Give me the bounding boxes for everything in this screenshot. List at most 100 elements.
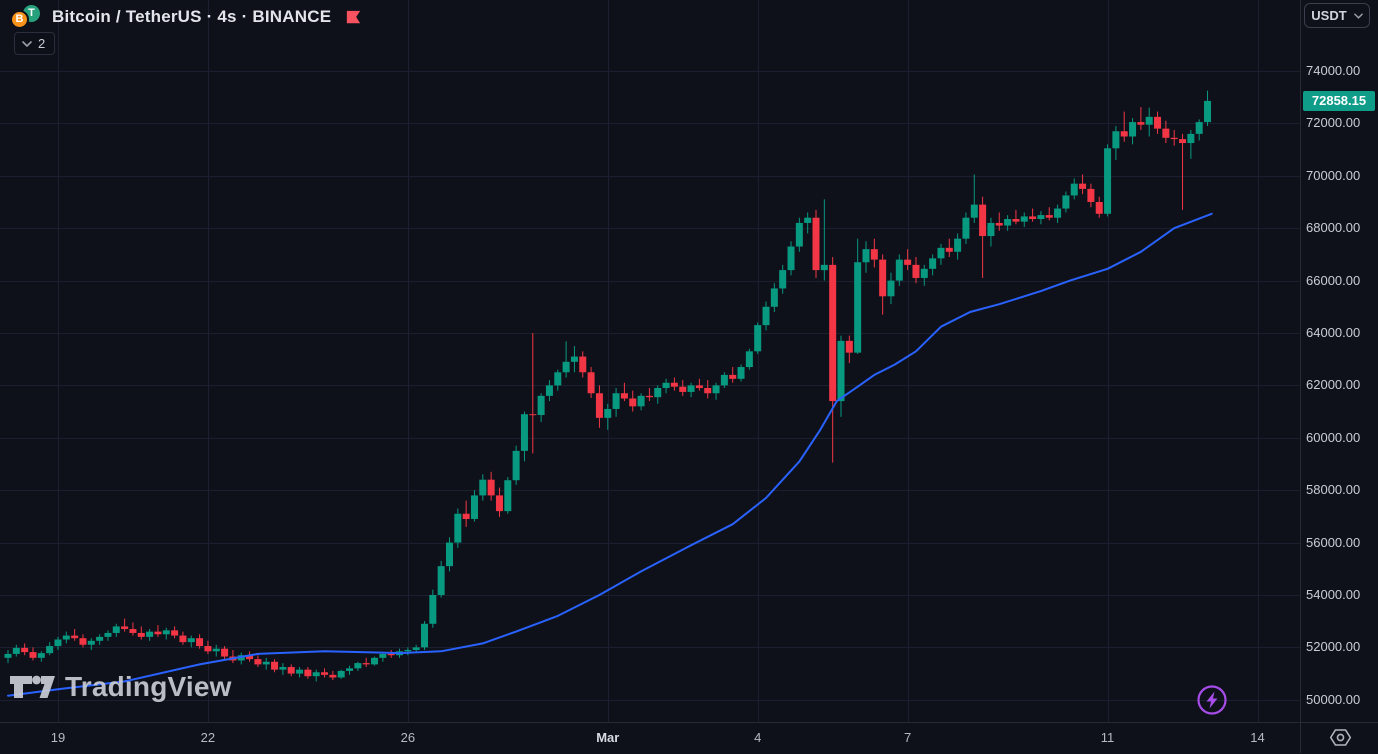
candle-body-down: [196, 638, 204, 647]
candle-body-up: [212, 648, 220, 652]
candle-body-up: [454, 513, 462, 543]
grid: [0, 0, 1300, 723]
candle-body-up: [895, 259, 903, 281]
legend-collapse-count: 2: [38, 36, 46, 51]
candle-body-up: [104, 632, 112, 637]
symbol-title[interactable]: Bitcoin / TetherUS · 4s · BINANCE: [52, 7, 332, 26]
candle-body-up: [1004, 219, 1012, 226]
candle-body-up: [787, 246, 795, 271]
candle-body-up: [754, 325, 762, 352]
time-axis-label: 7: [904, 730, 912, 745]
candle-body-up: [479, 479, 487, 496]
candle-body-up: [379, 653, 387, 658]
price-axis-label: 56000.00: [1306, 534, 1361, 550]
candle-body-up: [1195, 122, 1203, 134]
candle-body-up: [12, 647, 20, 654]
candle-body-up: [654, 387, 662, 398]
candle-body-up: [604, 408, 612, 418]
candle-body-up: [662, 382, 670, 388]
candle-body-up: [512, 450, 520, 481]
candle-body-down: [287, 667, 295, 674]
candle-body-down: [1170, 137, 1178, 140]
candles-series: [4, 90, 1212, 682]
candle-body-up: [62, 635, 70, 640]
time-axis-label: 19: [50, 730, 66, 745]
candle-body-up: [837, 340, 845, 402]
candle-body-down: [79, 638, 87, 645]
candle-body-up: [854, 262, 862, 353]
candle-body-up: [346, 668, 354, 671]
candle-body-up: [1112, 131, 1120, 149]
candle-body-up: [262, 661, 270, 665]
moving-average-line: [7, 212, 1213, 697]
candle-body-up: [1129, 122, 1137, 137]
candle-body-up: [770, 288, 778, 307]
price-axis-label: 68000.00: [1306, 220, 1361, 236]
time-axis-label: 11: [1100, 730, 1115, 745]
candle-body-down: [487, 479, 495, 496]
candle-body-up: [962, 217, 970, 239]
time-axis-label: 22: [200, 730, 216, 745]
candle-body-up: [112, 626, 120, 633]
candle-body-up: [37, 653, 45, 658]
candle-body-up: [987, 222, 995, 237]
currency-toggle-button[interactable]: USDT: [1304, 3, 1370, 28]
time-axis[interactable]: 19 22 26 Mar 4 7 11 14: [0, 723, 1300, 753]
price-axis-label: 54000.00: [1306, 586, 1361, 602]
candle-body-down: [462, 513, 470, 519]
candle-body-up: [87, 640, 95, 645]
candle-body-down: [1120, 131, 1128, 137]
lightning-icon[interactable]: [1194, 682, 1230, 718]
price-axis-label: 64000.00: [1306, 324, 1361, 340]
symbol-header: T B Bitcoin / TetherUS · 4s · BINANCE: [10, 4, 363, 30]
settings-gear-icon[interactable]: [1329, 726, 1352, 749]
candlestick-chart[interactable]: [0, 0, 1300, 723]
candle-body-up: [96, 636, 104, 641]
candle-body-down: [595, 393, 603, 418]
flag-icon[interactable]: [344, 8, 363, 27]
candle-body-up: [1020, 216, 1028, 222]
candle-body-up: [687, 385, 695, 392]
candle-body-up: [1204, 100, 1212, 123]
candle-body-up: [520, 414, 528, 451]
candle-body-down: [679, 386, 687, 392]
candle-body-up: [562, 361, 570, 373]
tradingview-logo[interactable]: TradingView: [10, 671, 232, 703]
candle-body-down: [1095, 201, 1103, 214]
candle-body-up: [970, 204, 978, 218]
candle-body-up: [570, 356, 578, 362]
candle-body-down: [129, 629, 137, 633]
candle-body-down: [587, 372, 595, 394]
candle-body-up: [296, 669, 304, 674]
last-price-label: 72858.15: [1303, 90, 1375, 111]
candle-body-down: [179, 635, 187, 643]
chevron-down-icon: [22, 40, 32, 47]
candle-body-up: [887, 280, 895, 297]
candle-body-down: [271, 661, 279, 670]
candle-body-up: [1070, 183, 1078, 196]
candle-body-down: [1079, 183, 1087, 189]
candle-body-down: [629, 398, 637, 407]
bitcoin-icon: B: [10, 9, 29, 29]
time-axis-border: [0, 722, 1378, 723]
candle-body-up: [1062, 195, 1070, 209]
candle-body-down: [670, 382, 678, 387]
price-axis[interactable]: 74000.00 72000.00 70000.00 68000.00 66000.00…: [1301, 0, 1378, 722]
candle-body-down: [945, 247, 953, 252]
candle-body-up: [712, 385, 720, 394]
candle-body-up: [54, 639, 62, 647]
price-axis-border: [1300, 0, 1301, 753]
time-axis-label: 14: [1250, 730, 1265, 745]
candle-body-up: [1054, 208, 1062, 218]
candle-body-up: [937, 247, 945, 259]
currency-toggle-label: USDT: [1311, 8, 1347, 23]
candle-body-down: [71, 635, 79, 639]
candle-body-up: [920, 268, 928, 278]
candle-body-up: [804, 217, 812, 223]
candle-body-up: [612, 393, 620, 409]
time-axis-label: Mar: [596, 730, 620, 745]
candle-body-down: [912, 264, 920, 278]
time-axis-label: 4: [754, 730, 762, 745]
candle-body-up: [779, 270, 787, 289]
legend-collapse-button[interactable]: 2: [14, 32, 56, 55]
